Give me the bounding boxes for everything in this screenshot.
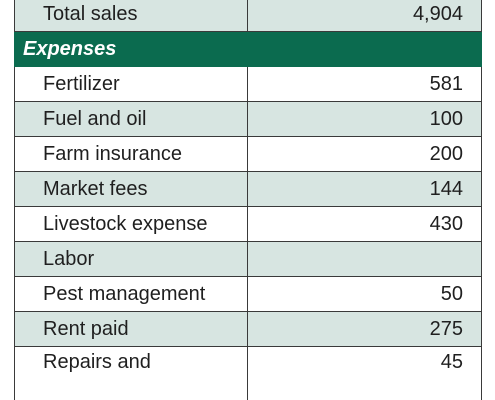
table-row: Labor	[14, 241, 482, 277]
table-row: Market fees 144	[14, 171, 482, 207]
row-label: Repairs and	[14, 346, 248, 400]
table-row: Repairs and 45	[14, 346, 482, 400]
section-header-expenses: Expenses	[14, 31, 482, 67]
row-value: 50	[247, 276, 482, 312]
row-label: Livestock expense	[14, 206, 248, 242]
row-value: 275	[247, 311, 482, 347]
row-value: 581	[247, 66, 482, 102]
table-row-total-sales: Total sales 4,904	[14, 0, 482, 32]
row-label: Farm insurance	[14, 136, 248, 172]
table-row: Pest management 50	[14, 276, 482, 312]
row-value: 45	[247, 346, 482, 400]
table-row: Fuel and oil 100	[14, 101, 482, 137]
row-label: Fertilizer	[14, 66, 248, 102]
row-value: 144	[247, 171, 482, 207]
row-label: Labor	[14, 241, 248, 277]
row-label: Total sales	[14, 0, 248, 32]
income-expense-table: Total sales 4,904 Expenses Fertilizer 58…	[14, 0, 482, 400]
section-title: Expenses	[14, 31, 482, 67]
table-row: Fertilizer 581	[14, 66, 482, 102]
row-value: 200	[247, 136, 482, 172]
table-row: Rent paid 275	[14, 311, 482, 347]
row-value: 430	[247, 206, 482, 242]
table-row: Livestock expense 430	[14, 206, 482, 242]
row-value: 4,904	[247, 0, 482, 32]
row-value	[247, 241, 482, 277]
table-row: Farm insurance 200	[14, 136, 482, 172]
row-label: Rent paid	[14, 311, 248, 347]
row-label: Pest management	[14, 276, 248, 312]
row-value: 100	[247, 101, 482, 137]
row-label: Market fees	[14, 171, 248, 207]
row-label: Fuel and oil	[14, 101, 248, 137]
